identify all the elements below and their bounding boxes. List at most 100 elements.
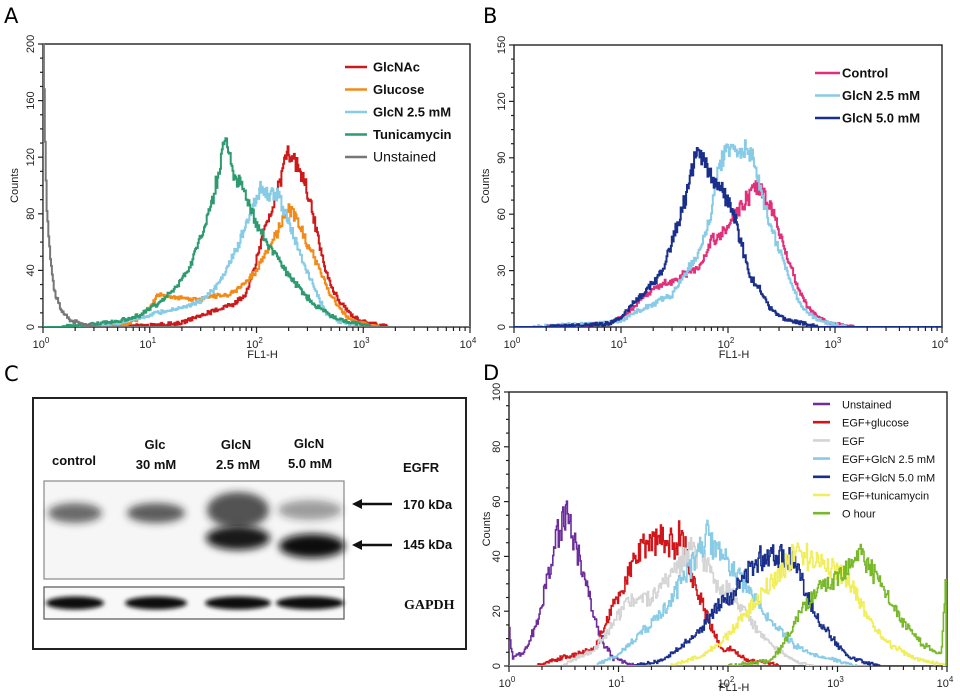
x-axis-title: FL1-H (247, 349, 278, 361)
x-tick-exponent: 3 (365, 336, 370, 345)
x-tick-label: 104 (937, 675, 954, 690)
legend-label: EGF (842, 436, 865, 448)
panel-label-d: D (483, 361, 499, 385)
x-tick-label: 100 (504, 336, 521, 351)
legend-label: EGF+tunicamycin (842, 491, 929, 503)
y-tick-label: 120 (496, 92, 508, 110)
y-tick-label: 40 (491, 550, 503, 562)
x-tick-base: 10 (246, 339, 258, 351)
western-blot-panel-c: control Glc 30 mM GlcN 2.5 mM GlcN 5.0 m… (32, 397, 467, 650)
y-tick-label: 100 (491, 383, 503, 401)
x-tick-exponent: 0 (45, 336, 50, 345)
lane-label-3-line1: GlcN (221, 437, 251, 452)
x-tick-label: 104 (932, 336, 949, 351)
series-group (43, 43, 470, 327)
x-tick-base: 10 (718, 678, 730, 690)
y-axis-title: Counts (481, 511, 493, 546)
y-tick-label: 200 (25, 35, 37, 53)
legend-label: GlcN 2.5 mM (373, 105, 451, 120)
x-tick-exponent: 2 (258, 336, 263, 345)
loading-control-label: GAPDH (404, 598, 455, 613)
y-tick-label: 160 (25, 91, 37, 109)
series-line-unstained (43, 43, 470, 327)
x-tick-base: 10 (825, 339, 837, 351)
x-tick-base: 10 (33, 339, 45, 351)
x-tick-exponent: 1 (620, 675, 625, 684)
y-tick-label: 150 (496, 36, 508, 54)
x-tick-exponent: 2 (730, 336, 735, 345)
band-170-kda (207, 492, 269, 528)
band-gapdh (205, 596, 271, 610)
egfr-membrane (43, 480, 345, 580)
y-tick-label: 0 (496, 324, 508, 330)
x-tick-label: 103 (353, 336, 370, 351)
series-line-glucose (43, 203, 470, 327)
lane-label-4-line1: GlcN (294, 436, 324, 451)
band-gapdh (125, 596, 187, 610)
x-tick-base: 10 (937, 678, 949, 690)
series-line-unstained (509, 500, 947, 666)
legend-label: GlcNAc (373, 60, 420, 75)
series-group (514, 139, 942, 327)
legend-label: O hour (842, 509, 876, 521)
x-tick-exponent: 3 (839, 675, 844, 684)
y-tick-label: 60 (491, 495, 503, 507)
x-tick-base: 10 (827, 678, 839, 690)
series-line-glcn-5-0-mm (514, 147, 942, 327)
x-tick-label: 101 (608, 675, 625, 690)
plot-area (513, 44, 943, 328)
x-tick-label: 100 (499, 675, 516, 690)
x-axis-title: FL1-H (719, 682, 750, 694)
x-tick-exponent: 4 (944, 336, 949, 345)
x-tick-base: 10 (353, 339, 365, 351)
y-tick-label: 80 (25, 208, 37, 220)
x-tick-label: 102 (718, 336, 735, 351)
panel-label-b: B (483, 4, 497, 28)
arrow-170-icon (352, 499, 392, 509)
lane-label-2-line1: Glc (145, 437, 166, 452)
series-line-egf (509, 537, 947, 666)
series-line-o-hour (509, 543, 947, 666)
legend-label: Glucose (373, 82, 424, 97)
lane-label-2-line2: 30 mM (136, 457, 176, 472)
x-tick-base: 10 (139, 339, 151, 351)
x-tick-label: 103 (825, 336, 842, 351)
series-group (509, 500, 947, 666)
band-170-kda (278, 500, 342, 520)
y-tick-label: 0 (25, 324, 37, 330)
x-tick-base: 10 (504, 339, 516, 351)
y-tick-label: 40 (25, 264, 37, 276)
legend-label: Control (842, 66, 888, 81)
panel-label-c: C (4, 362, 19, 386)
series-line-egf-glucose (509, 520, 947, 666)
x-tick-base: 10 (499, 678, 511, 690)
y-tick-label: 0 (491, 663, 503, 669)
lane-label-4-line2: 5.0 mM (288, 456, 332, 471)
series-line-egf-tunicamycin (509, 542, 947, 666)
x-tick-exponent: 1 (623, 336, 628, 345)
x-tick-exponent: 1 (152, 336, 157, 345)
legend-label: EGF+GlcN 5.0 mM (842, 472, 935, 484)
legend-label: EGF+GlcN 2.5 mM (842, 454, 935, 466)
x-tick-label: 104 (460, 336, 477, 351)
x-tick-base: 10 (460, 339, 472, 351)
x-tick-label: 101 (139, 336, 156, 351)
band-170-kda (127, 503, 185, 523)
y-tick-label: 30 (496, 264, 508, 276)
y-axis-title: Counts (480, 168, 492, 203)
y-tick-label: 120 (25, 148, 37, 166)
x-tick-label: 103 (827, 675, 844, 690)
x-tick-label: 100 (33, 336, 50, 351)
target-protein-label: EGFR (403, 460, 440, 475)
x-tick-base: 10 (611, 339, 623, 351)
x-axis-title: FL1-H (719, 349, 750, 361)
x-tick-exponent: 3 (837, 336, 842, 345)
x-tick-exponent: 4 (949, 675, 954, 684)
lane-label-3-line2: 2.5 mM (216, 457, 260, 472)
panel-label-a: A (4, 4, 19, 28)
legend-label: EGF+glucose (842, 418, 909, 430)
